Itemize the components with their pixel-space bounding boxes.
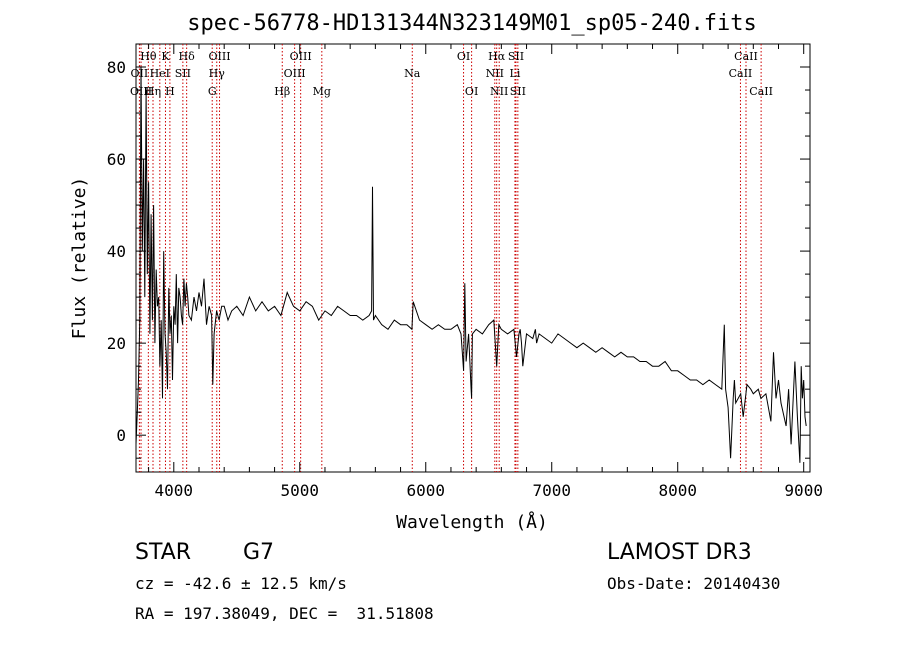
line-label-13: OIII	[284, 67, 306, 80]
line-label-6: Hδ	[179, 50, 196, 63]
y-tick-label-2: 40	[107, 242, 126, 261]
line-label-18: OI	[465, 85, 478, 98]
x-axis-ticks: 4000 5000 6000 7000 8000 9000	[148, 44, 823, 500]
line-label-26: CaII	[729, 67, 753, 80]
flux-series-line	[135, 66, 807, 463]
redshift-cz: cz = -42.6 ± 12.5 km/s	[135, 574, 347, 593]
line-label-0: Hθ	[140, 50, 157, 63]
line-label-15: Mg	[313, 85, 331, 98]
line-label-20: SII	[508, 50, 524, 63]
x-tick-label-1: 5000	[281, 481, 320, 500]
line-label-21: NII	[486, 67, 504, 80]
y-tick-label-1: 20	[107, 334, 126, 353]
line-label-8: H	[165, 85, 175, 98]
x-tick-label-4: 8000	[658, 481, 697, 500]
line-label-11: G	[208, 85, 217, 98]
line-label-5: Hη	[145, 85, 161, 98]
line-label-16: Na	[404, 67, 421, 80]
line-label-9: OIII	[208, 50, 230, 63]
plot-frame	[135, 43, 811, 473]
x-tick-label-0: 4000	[155, 481, 194, 500]
line-label-25: CaII	[734, 50, 758, 63]
line-label-10: Hγ	[209, 67, 226, 80]
spectral-line-markers	[138, 44, 762, 472]
x-tick-label-5: 9000	[784, 481, 823, 500]
observation-date: Obs-Date: 20140430	[607, 574, 781, 593]
line-label-22: Li	[510, 67, 521, 80]
line-label-27: CaII	[749, 85, 773, 98]
y-tick-label-0: 0	[116, 426, 126, 445]
line-label-23: NII	[490, 85, 508, 98]
line-label-3: K	[161, 50, 170, 63]
line-label-17: OI	[457, 50, 470, 63]
line-label-12: OIII	[290, 50, 312, 63]
coordinates: RA = 197.38049, DEC = 31.51808	[135, 604, 434, 623]
y-axis-label: Flux (relative)	[69, 177, 90, 340]
object-type: STAR	[135, 540, 192, 565]
line-label-4: HeI	[150, 67, 170, 80]
chart-title: spec-56778-HD131344N323149M01_sp05-240.f…	[187, 11, 757, 36]
x-axis-label: Wavelength (Å)	[396, 511, 548, 533]
line-label-24: SII	[510, 85, 526, 98]
line-label-1: OII	[131, 67, 149, 80]
line-label-19: Hα	[488, 50, 506, 63]
line-label-7: SII	[175, 67, 191, 80]
y-axis-ticks: 0 20 40 60 80	[107, 43, 810, 459]
survey-name: LAMOST DR3	[607, 540, 752, 565]
line-label-14: Hβ	[274, 85, 290, 98]
y-tick-label-3: 60	[107, 150, 126, 169]
x-tick-label-3: 7000	[532, 481, 571, 500]
x-tick-label-2: 6000	[406, 481, 445, 500]
y-tick-label-4: 80	[107, 58, 126, 77]
spectral-subclass: G7	[243, 540, 275, 565]
